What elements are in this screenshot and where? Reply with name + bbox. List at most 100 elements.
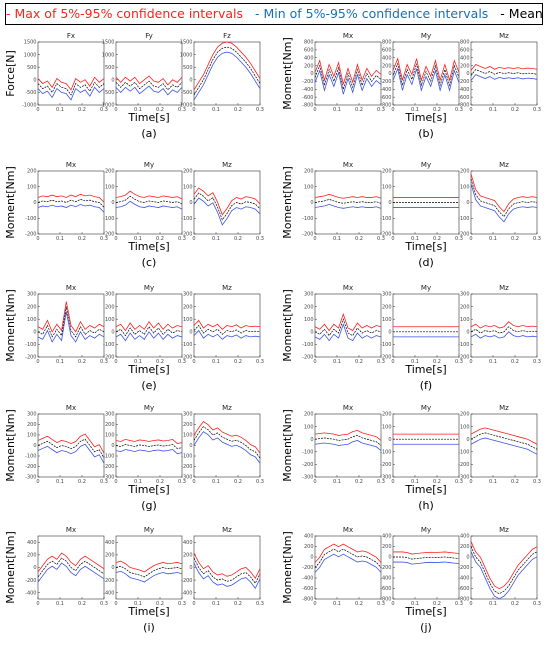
y-tick-label: 0 (310, 330, 313, 336)
series-min-line (470, 74, 538, 81)
y-tick-label: 200 (304, 544, 314, 550)
subplot-my: My -300 -200 -100 0 100 200 300 0 0.1 0.2 0.3 (103, 404, 186, 485)
panel-label: (f) (420, 379, 432, 392)
y-tick-label: 0 (189, 200, 192, 206)
subplot-mx: Mx -800 -600 -400 -200 0 200 400 0 0.1 0.2 0.3 (302, 526, 385, 607)
series-max-line (470, 427, 538, 445)
x-axis-label: Time[s] (127, 605, 169, 618)
plot-frame (193, 41, 261, 106)
y-tick-label: 400 (27, 540, 37, 546)
y-tick-label: -500 (25, 90, 36, 96)
y-tick-label: -400 (302, 576, 313, 582)
y-tick-label: -600 (458, 586, 469, 592)
x-tick-label: 0 (36, 479, 39, 485)
x-tick-label: 0.3 (100, 236, 108, 242)
y-tick-label: -200 (458, 79, 469, 85)
plot-frame (115, 170, 183, 235)
y-tick-label: 800 (460, 40, 470, 46)
subplot-title: Mx (343, 284, 353, 292)
x-tick-label: 0 (469, 601, 472, 607)
y-tick-label: 100 (27, 184, 37, 190)
subplot-my: My -800 -600 -400 -200 0 200 400 0 0.1 0.2 0.3 (380, 526, 463, 607)
legend-max: - Max of 5%-95% confidence intervals (6, 6, 243, 21)
y-tick-label: -100 (380, 342, 391, 348)
x-tick-label: 0.3 (178, 236, 186, 242)
y-tick-label: 0 (189, 78, 192, 84)
series-mean-line (115, 444, 183, 450)
y-tick-label: -200 (302, 462, 313, 468)
series-mean-line (470, 432, 538, 450)
y-tick-label: -200 (380, 462, 391, 468)
y-tick-label: -200 (181, 232, 192, 238)
y-tick-label: 0 (388, 200, 391, 206)
y-tick-label: 100 (183, 433, 193, 439)
y-tick-label: 200 (460, 544, 470, 550)
series-min-line (193, 562, 261, 590)
y-tick-label: 100 (382, 184, 392, 190)
subplot-title: Mz (222, 284, 232, 292)
y-tick-label: 600 (460, 48, 470, 54)
subplot-title: My (421, 404, 431, 412)
y-tick-label: -300 (458, 475, 469, 481)
y-tick-label: 0 (189, 565, 192, 571)
x-tick-label: 0.1 (56, 107, 64, 113)
series-min-line (470, 331, 538, 339)
subplot-title: My (421, 161, 431, 169)
x-tick-label: 0.2 (433, 107, 441, 113)
x-tick-label: 0.1 (212, 236, 220, 242)
y-axis-label: Force[N] (4, 50, 17, 97)
x-axis-label: Time[s] (404, 363, 446, 376)
plot-frame (470, 293, 538, 358)
y-tick-label: 200 (105, 553, 115, 559)
y-tick-label: -100 (380, 450, 391, 456)
y-axis-label: Moment[Nm] (281, 289, 294, 362)
x-tick-label: 0.2 (234, 479, 242, 485)
y-tick-label: -300 (181, 475, 192, 481)
y-tick-label: -600 (380, 95, 391, 101)
series-max-line (37, 76, 105, 91)
subplot-mx: Mx -300 -200 -100 0 100 200 0 0.1 0.2 0.3 (302, 404, 385, 485)
series-min-line (193, 431, 261, 464)
x-tick-label: 0.1 (56, 479, 64, 485)
subplot-title: Mx (66, 526, 76, 534)
x-tick-label: 0.1 (212, 479, 220, 485)
x-tick-label: 0.2 (156, 479, 164, 485)
y-tick-label: 0 (310, 555, 313, 561)
y-tick-label: -100 (103, 454, 114, 460)
y-tick-label: -200 (25, 578, 36, 584)
series-mean-line (193, 192, 261, 221)
series-mean-line (314, 318, 382, 337)
y-tick-label: 400 (304, 534, 314, 540)
x-tick-label: 0.1 (333, 236, 341, 242)
x-tick-label: 0.3 (533, 479, 541, 485)
series-mean-line (470, 69, 538, 76)
subplot-title: Fz (223, 32, 231, 40)
y-tick-label: -1000 (100, 103, 115, 109)
y-tick-label: 100 (304, 184, 314, 190)
series-mean-line (193, 46, 261, 96)
y-tick-label: -200 (25, 464, 36, 470)
subplot-title: Mx (343, 161, 353, 169)
series-mean-line (470, 326, 538, 334)
series-min-line (392, 67, 460, 92)
y-tick-label: -600 (302, 95, 313, 101)
panel-label: (g) (141, 499, 157, 512)
y-tick-label: 0 (189, 443, 192, 449)
series-mean-line (37, 306, 105, 338)
y-tick-label: -200 (458, 565, 469, 571)
x-tick-label: 0 (469, 107, 472, 113)
x-tick-label: 0 (391, 601, 394, 607)
x-tick-label: 0.3 (178, 479, 186, 485)
series-mean-line (392, 62, 460, 87)
subplot-fx: Fx -1000 -500 0 500 1000 1500 0 0.1 0.2 0.3 (22, 32, 108, 113)
panel-j: Moment[Nm] Mx -800 -600 -400 -200 0 200 400 0 0.1 0… (281, 526, 541, 634)
series-min-line (470, 551, 538, 600)
plot-frame (470, 413, 538, 478)
series-mean-line (37, 198, 105, 208)
x-tick-label: 0.2 (156, 107, 164, 113)
y-tick-label: 800 (382, 40, 392, 46)
y-tick-label: -1000 (22, 103, 37, 109)
y-tick-label: 0 (111, 200, 114, 206)
y-tick-label: 0 (189, 330, 192, 336)
